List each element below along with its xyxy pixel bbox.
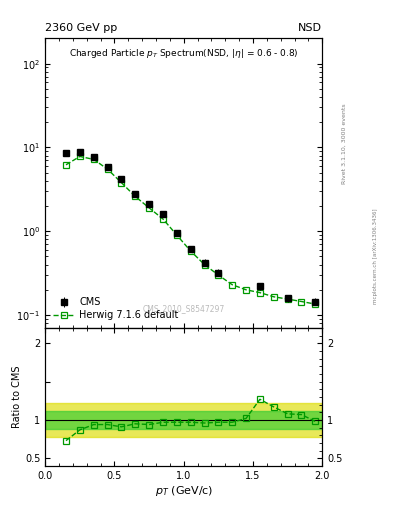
Text: Rivet 3.1.10, 3000 events: Rivet 3.1.10, 3000 events	[342, 103, 346, 184]
Herwig 7.1.6 default	[133, 194, 138, 200]
Herwig 7.1.6 default	[105, 166, 110, 172]
Herwig 7.1.6 default	[147, 205, 151, 211]
Line: Herwig 7.1.6 default: Herwig 7.1.6 default	[63, 154, 318, 307]
Herwig 7.1.6 default	[257, 290, 262, 296]
Herwig 7.1.6 default	[313, 301, 318, 307]
Herwig 7.1.6 default	[202, 262, 207, 268]
Herwig 7.1.6 default	[285, 296, 290, 302]
Herwig 7.1.6 default	[119, 180, 124, 186]
Herwig 7.1.6 default	[77, 154, 82, 160]
Text: mcplots.cern.ch [arXiv:1306.3436]: mcplots.cern.ch [arXiv:1306.3436]	[373, 208, 378, 304]
Herwig 7.1.6 default	[91, 156, 96, 162]
Herwig 7.1.6 default	[161, 216, 165, 222]
X-axis label: $p_T$ (GeV/c): $p_T$ (GeV/c)	[154, 483, 213, 498]
Herwig 7.1.6 default	[230, 282, 235, 288]
Herwig 7.1.6 default	[174, 232, 179, 238]
Herwig 7.1.6 default	[64, 162, 68, 168]
Y-axis label: Ratio to CMS: Ratio to CMS	[12, 366, 22, 428]
Herwig 7.1.6 default	[188, 248, 193, 254]
Text: Charged Particle $p_T$ Spectrum(NSD, $|\eta|$ = 0.6 - 0.8): Charged Particle $p_T$ Spectrum(NSD, $|\…	[69, 47, 299, 60]
Text: 2360 GeV pp: 2360 GeV pp	[45, 23, 118, 33]
Text: CMS_2010_S8547297: CMS_2010_S8547297	[143, 305, 225, 313]
Herwig 7.1.6 default	[244, 287, 248, 293]
Herwig 7.1.6 default	[299, 298, 304, 305]
Text: NSD: NSD	[298, 23, 322, 33]
Herwig 7.1.6 default	[272, 294, 276, 300]
Legend: CMS, Herwig 7.1.6 default: CMS, Herwig 7.1.6 default	[50, 294, 182, 323]
Herwig 7.1.6 default	[216, 272, 221, 278]
